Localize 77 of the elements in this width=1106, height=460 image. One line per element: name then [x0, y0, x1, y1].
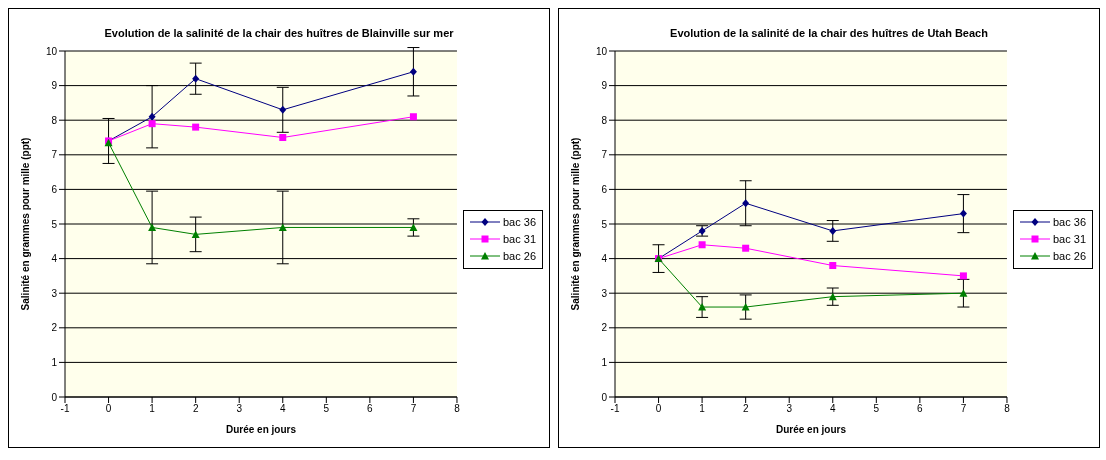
point: [279, 105, 287, 114]
point: [191, 230, 200, 238]
y-tick-label: 10: [45, 45, 58, 57]
y-tick-label: 7: [601, 149, 608, 161]
x-tick-label: 0: [655, 403, 662, 415]
y-tick-label: 3: [601, 287, 608, 299]
y-tick-label: 8: [51, 114, 58, 126]
chart-title: Evolution de la salinité de la chair des huîtres de Utah Beach: [669, 27, 989, 39]
point: [148, 120, 156, 128]
y-tick-label: 8: [601, 114, 608, 126]
point: [828, 292, 837, 301]
y-tick-label: 1: [601, 356, 608, 368]
x-axis-title: Durée en jours: [225, 424, 297, 435]
y-tick-label: 4: [51, 253, 58, 265]
x-tick-label: 4: [279, 403, 286, 415]
x-tick-label: 0: [105, 403, 112, 415]
legend-label: bac 36: [1052, 216, 1086, 228]
point: [742, 199, 750, 208]
y-tick-label: 5: [601, 218, 608, 230]
legend-label: bac 31: [502, 233, 536, 245]
y-tick-label: 3: [51, 287, 58, 299]
point: [409, 223, 418, 231]
y-tick-label: 2: [601, 322, 608, 334]
x-tick-label: 6: [917, 403, 924, 415]
x-tick-label: 8: [454, 403, 461, 415]
x-tick-label: 3: [786, 403, 793, 415]
y-tick-label: 4: [601, 253, 608, 265]
x-tick-label: 4: [829, 403, 836, 415]
y-tick-label: 7: [51, 149, 58, 161]
x-tick-label: 8: [1004, 403, 1011, 415]
y-axis-title: Salinité en grammes pour mille (ppt): [19, 137, 31, 311]
point: [278, 223, 287, 231]
point: [959, 209, 967, 218]
y-axis-title: Salinité en grammes pour mille (ppt): [569, 137, 581, 311]
y-tick-label: 1: [51, 356, 58, 368]
point: [698, 241, 706, 249]
legend-label: bac 36: [502, 216, 536, 228]
y-tick-label: 9: [51, 80, 58, 92]
x-tick-label: -1: [60, 403, 70, 415]
x-tick-label: 2: [192, 403, 199, 415]
x-tick-label: -1: [610, 403, 620, 415]
y-tick-label: 0: [51, 391, 58, 403]
x-tick-label: 1: [699, 403, 706, 415]
legend-label: bac 26: [502, 250, 536, 262]
y-tick-label: 6: [51, 183, 58, 195]
x-tick-label: 2: [742, 403, 749, 415]
x-tick-label: 5: [323, 403, 330, 415]
chart-title: Evolution de la salinité de la chair des huîtres de Blainville sur mer: [103, 27, 455, 39]
point: [148, 112, 156, 121]
x-tick-label: 7: [410, 403, 417, 415]
point: [409, 67, 417, 76]
point: [192, 74, 200, 83]
y-tick-label: 6: [601, 183, 608, 195]
y-tick-label: 10: [595, 45, 608, 57]
x-tick-label: 7: [960, 403, 967, 415]
x-axis-title: Durée en jours: [775, 424, 847, 435]
y-tick-label: 9: [601, 80, 608, 92]
legend-label: bac 26: [1052, 250, 1086, 262]
x-tick-label: 6: [367, 403, 374, 415]
x-tick-label: 1: [149, 403, 156, 415]
point: [741, 303, 750, 311]
point: [959, 289, 968, 297]
x-tick-label: 3: [236, 403, 243, 415]
y-tick-label: 5: [51, 218, 58, 230]
x-tick-label: 5: [873, 403, 880, 415]
point: [829, 262, 837, 270]
point: [698, 303, 707, 311]
legend-label: bac 31: [1052, 233, 1086, 245]
point: [742, 244, 750, 252]
y-tick-label: 2: [51, 322, 58, 334]
point: [409, 113, 417, 121]
point: [959, 272, 967, 280]
y-tick-label: 0: [601, 391, 608, 403]
point: [829, 226, 837, 235]
point: [148, 223, 157, 231]
point: [279, 134, 287, 141]
point: [192, 123, 200, 131]
